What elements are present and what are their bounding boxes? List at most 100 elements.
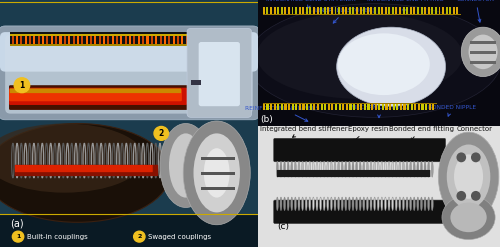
Bar — [310, 7, 312, 14]
Bar — [281, 7, 282, 14]
Bar — [386, 104, 388, 110]
Bar — [177, 35, 179, 44]
Bar — [418, 104, 420, 110]
Ellipse shape — [316, 197, 318, 210]
Bar — [382, 104, 384, 110]
Bar — [378, 7, 380, 14]
Ellipse shape — [0, 124, 144, 193]
Bar — [190, 35, 192, 44]
Bar — [160, 35, 162, 44]
Bar — [470, 41, 496, 44]
Bar — [151, 35, 153, 44]
Ellipse shape — [417, 197, 419, 210]
Ellipse shape — [287, 197, 289, 210]
Bar — [392, 7, 394, 14]
Text: (a): (a) — [10, 219, 24, 228]
Bar — [284, 104, 286, 110]
Bar — [374, 104, 376, 110]
Bar — [295, 7, 297, 14]
Ellipse shape — [374, 197, 376, 210]
Ellipse shape — [356, 161, 358, 177]
Bar — [263, 14, 462, 15]
Bar — [288, 104, 290, 110]
Bar — [428, 104, 431, 110]
Bar — [314, 104, 316, 110]
Ellipse shape — [406, 197, 408, 210]
Ellipse shape — [414, 197, 415, 210]
Bar — [410, 7, 412, 14]
Bar — [332, 104, 334, 110]
Ellipse shape — [294, 197, 296, 210]
Bar — [407, 104, 409, 110]
Ellipse shape — [330, 197, 332, 210]
Bar — [270, 7, 272, 14]
Bar — [420, 7, 422, 14]
Bar — [396, 104, 398, 110]
Bar — [331, 7, 333, 14]
Bar — [258, 0, 500, 126]
Ellipse shape — [438, 132, 499, 221]
Bar — [316, 7, 318, 14]
Text: CONNECTOR: CONNECTOR — [457, 0, 494, 22]
Ellipse shape — [305, 161, 307, 177]
Bar — [425, 104, 427, 110]
FancyBboxPatch shape — [14, 165, 158, 176]
Ellipse shape — [447, 144, 490, 209]
Ellipse shape — [327, 161, 329, 177]
Bar — [203, 35, 205, 44]
Bar — [302, 104, 304, 110]
Bar — [324, 104, 326, 110]
Ellipse shape — [399, 161, 401, 177]
Ellipse shape — [462, 27, 500, 77]
Bar — [68, 35, 70, 44]
Bar — [424, 7, 426, 14]
Ellipse shape — [442, 195, 495, 240]
Bar — [10, 32, 237, 46]
Bar — [442, 7, 444, 14]
Bar — [371, 104, 373, 110]
Bar — [324, 7, 326, 14]
Ellipse shape — [392, 197, 394, 210]
Bar — [389, 104, 391, 110]
Ellipse shape — [381, 161, 383, 177]
Ellipse shape — [280, 161, 282, 177]
Bar — [363, 7, 365, 14]
Bar — [370, 7, 372, 14]
Ellipse shape — [160, 124, 212, 207]
Ellipse shape — [302, 161, 304, 177]
Ellipse shape — [399, 197, 401, 210]
Bar — [364, 104, 366, 110]
FancyBboxPatch shape — [187, 28, 252, 117]
Bar — [352, 7, 354, 14]
Bar — [116, 35, 118, 44]
Text: Connector: Connector — [456, 126, 492, 138]
Ellipse shape — [432, 197, 433, 210]
Ellipse shape — [291, 197, 292, 210]
Bar — [414, 104, 416, 110]
Bar — [384, 7, 386, 14]
Bar — [470, 61, 496, 64]
Bar — [378, 104, 380, 110]
FancyBboxPatch shape — [5, 35, 253, 114]
Ellipse shape — [341, 197, 343, 210]
Ellipse shape — [338, 161, 340, 177]
Bar — [263, 103, 437, 104]
FancyBboxPatch shape — [0, 32, 258, 72]
Ellipse shape — [352, 197, 354, 210]
Ellipse shape — [414, 161, 415, 177]
Bar — [274, 104, 276, 110]
Ellipse shape — [428, 161, 430, 177]
Bar — [374, 7, 376, 14]
Bar — [435, 7, 437, 14]
Ellipse shape — [377, 197, 379, 210]
Bar — [55, 35, 57, 44]
Bar — [34, 35, 35, 44]
Ellipse shape — [312, 161, 314, 177]
Bar — [24, 35, 26, 44]
Bar — [302, 7, 304, 14]
Bar — [229, 35, 231, 44]
Bar — [410, 104, 413, 110]
Ellipse shape — [183, 121, 250, 225]
Bar — [414, 7, 416, 14]
Ellipse shape — [377, 161, 379, 177]
